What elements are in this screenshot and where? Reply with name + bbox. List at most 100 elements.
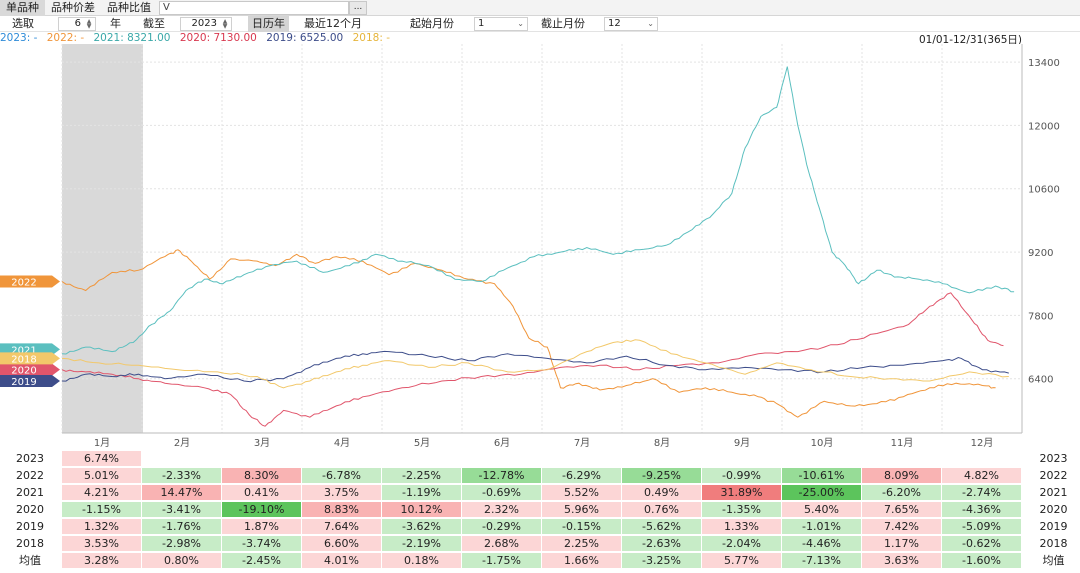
chart-background <box>0 44 1080 451</box>
spinner-arrows-icon[interactable]: ▲ ▼ <box>222 18 228 30</box>
table-cell: 0.76% <box>622 502 702 518</box>
table-cell: 5.96% <box>542 502 622 518</box>
series-tag-label-2018: 2018 <box>11 354 36 365</box>
start-month-select[interactable]: 1 ⌄ <box>474 17 528 31</box>
table-cell: 10.12% <box>382 502 462 518</box>
tab-variety-ratio[interactable]: 品种比值 <box>107 0 151 14</box>
table-cell: -2.98% <box>142 536 222 552</box>
table-cell: 1.87% <box>222 519 302 535</box>
table-cell: -2.25% <box>382 468 462 484</box>
table-row: 2018 3.53% -2.98% -3.74% 6.60% -2.19% 2.68% 2.2… <box>0 536 1080 552</box>
y-tick-label: 13400 <box>1028 58 1060 69</box>
grid-lines <box>61 44 1023 433</box>
row-label-right: 2019 <box>1039 520 1068 533</box>
table-cell: 2.32% <box>462 502 542 518</box>
table-cell <box>862 451 942 467</box>
table-row: 2023 6.74% 2023 <box>0 451 1080 467</box>
row-label: 均值 <box>19 554 41 567</box>
series-tag-2019 <box>0 374 60 387</box>
row-label-right: 均值 <box>1042 554 1065 567</box>
table-cell: -5.09% <box>942 519 1022 535</box>
row-label-right: 2020 <box>1039 503 1068 516</box>
x-tick-label: 4月 <box>334 437 350 449</box>
table-cell: 2.25% <box>542 536 622 552</box>
calendar-year-button[interactable]: 日历年 <box>248 16 289 32</box>
series-tag-label-2021: 2021 <box>11 345 36 356</box>
table-cell: -0.99% <box>702 468 782 484</box>
table-cell: 3.53% <box>62 536 142 552</box>
x-tick-label: 6月 <box>494 437 510 449</box>
series-lines <box>61 66 1015 427</box>
table-row: 均值 3.28% 0.80% -2.45% 4.01% 0.18% -1.75% 1.66% -… <box>0 553 1080 569</box>
table-row: 2021 4.21% 14.47% 0.41% 3.75% -1.19% -0.69% 5.5… <box>0 485 1080 501</box>
table-cell <box>382 451 462 467</box>
table-cell: 3.75% <box>302 485 382 501</box>
table-cell <box>462 451 542 467</box>
table-cell: 7.42% <box>862 519 942 535</box>
symbol-picker-button[interactable]: ... <box>349 0 367 15</box>
legend-2021: 2021: 8321.00 <box>93 32 171 44</box>
table-cell: -7.13% <box>782 553 862 569</box>
x-tick-label: 11月 <box>891 437 914 449</box>
legend-2023: 2023: - <box>0 32 38 44</box>
recent-12-months-button[interactable]: 最近12个月 <box>304 17 362 30</box>
end-month-select[interactable]: 12 ⌄ <box>604 17 658 31</box>
tab-variety-spread[interactable]: 品种价差 <box>51 0 95 14</box>
table-cell: 1.17% <box>862 536 942 552</box>
table-cell: -3.62% <box>382 519 462 535</box>
x-tick-label: 2月 <box>174 437 190 449</box>
table-cell: -1.35% <box>702 502 782 518</box>
year-count-spinner[interactable]: 6 ▲ ▼ <box>58 17 96 31</box>
table-cell: -2.63% <box>622 536 702 552</box>
table-cell: -2.74% <box>942 485 1022 501</box>
legend-2019: 2019: 6525.00 <box>266 32 344 44</box>
series-tag-label-2019: 2019 <box>11 377 36 388</box>
symbol-input[interactable]: V <box>159 0 349 15</box>
series-tag-label-2020: 2020 <box>11 366 36 377</box>
table-cell: 8.83% <box>302 502 382 518</box>
table-cell: 1.33% <box>702 519 782 535</box>
x-tick-label: 7月 <box>574 437 590 449</box>
table-cell: 14.47% <box>142 485 222 501</box>
table-cell: -4.46% <box>782 536 862 552</box>
table-cell: -6.20% <box>862 485 942 501</box>
table-cell: -6.78% <box>302 468 382 484</box>
table-cell: 31.89% <box>702 485 782 501</box>
series-legend: 2023: - 2022: - 2021: 8321.00 2020: 7130… <box>0 32 1080 45</box>
y-tick-label: 9200 <box>1028 248 1053 259</box>
table-cell: -3.74% <box>222 536 302 552</box>
table-cell: 0.80% <box>142 553 222 569</box>
table-cell: 4.01% <box>302 553 382 569</box>
until-label: 截至 <box>143 17 165 30</box>
table-cell <box>702 451 782 467</box>
table-row: 2020 -1.15% -3.41% -19.10% 8.83% 10.12% 2.32% 5… <box>0 502 1080 518</box>
date-range: 01/01-12/31(365日) <box>918 34 1022 46</box>
table-cell: -0.62% <box>942 536 1022 552</box>
table-cell: -0.69% <box>462 485 542 501</box>
table-cell: 6.74% <box>62 451 142 467</box>
y-tick-label: 7800 <box>1028 311 1053 322</box>
table-cell: 3.28% <box>62 553 142 569</box>
row-label: 2023 <box>16 452 44 465</box>
table-row: 2022 5.01% -2.33% 8.30% -6.78% -2.25% -12.78% -… <box>0 468 1080 484</box>
table-cell <box>302 451 382 467</box>
x-tick-label: 12月 <box>971 437 994 449</box>
table-cell: -4.36% <box>942 502 1022 518</box>
table-cell <box>942 451 1022 467</box>
table-row: 2019 1.32% -1.76% 1.87% 7.64% -3.62% -0.29% -0.… <box>0 519 1080 535</box>
controls-row: 选取 6 ▲ ▼ 年 截至 2023 ▲ ▼ 日历年 最近12个月 起始月份 1 ⌄… <box>0 16 1080 32</box>
spinner-arrows-icon[interactable]: ▲ ▼ <box>86 18 92 30</box>
until-year-spinner[interactable]: 2023 ▲ ▼ <box>180 17 232 31</box>
table-cell: -12.78% <box>462 468 542 484</box>
table-cell: -2.04% <box>702 536 782 552</box>
mode-tabs: 单品种 品种价差 品种比值 V ... <box>0 0 1080 16</box>
x-tick-label: 9月 <box>734 437 750 449</box>
end-month-value: 12 <box>608 18 621 29</box>
y-axis: 6400 7800 9200 10600 12000 13400 <box>62 44 1060 434</box>
table-cell: -1.15% <box>62 502 142 518</box>
table-cell <box>622 451 702 467</box>
series-line-2020 <box>61 292 1004 427</box>
tab-single-variety[interactable]: 单品种 <box>0 0 45 16</box>
row-label-right: 2022 <box>1039 469 1068 482</box>
